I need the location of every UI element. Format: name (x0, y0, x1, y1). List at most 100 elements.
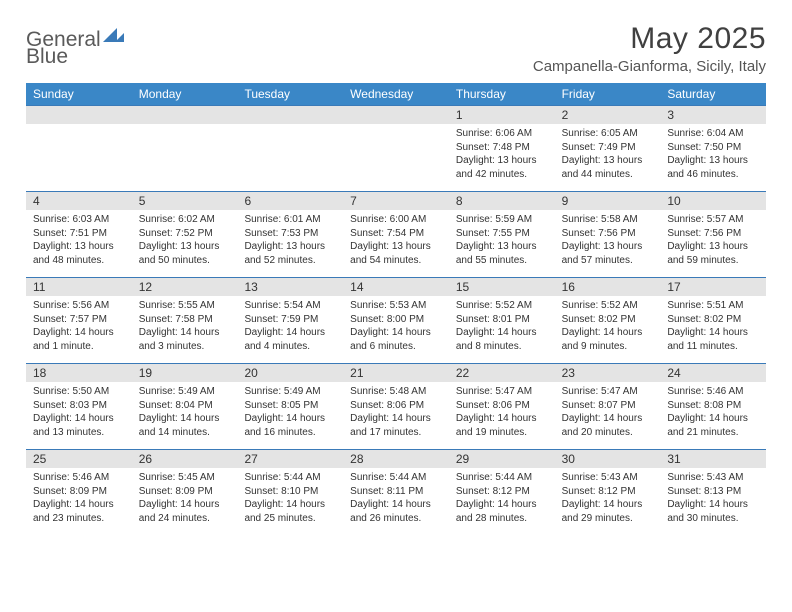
dayhead: Monday (132, 83, 238, 105)
day-number: . (237, 105, 343, 124)
week-row: 25Sunrise: 5:46 AMSunset: 8:09 PMDayligh… (26, 449, 766, 535)
calendar-cell: 17Sunrise: 5:51 AMSunset: 8:02 PMDayligh… (660, 277, 766, 363)
day-number: 28 (343, 449, 449, 468)
day-number: 3 (660, 105, 766, 124)
day-number: 17 (660, 277, 766, 296)
calendar-cell: 12Sunrise: 5:55 AMSunset: 7:58 PMDayligh… (132, 277, 238, 363)
day-details: Sunrise: 5:52 AMSunset: 8:01 PMDaylight:… (449, 296, 555, 359)
day-number: 30 (555, 449, 661, 468)
calendar-cell: 5Sunrise: 6:02 AMSunset: 7:52 PMDaylight… (132, 191, 238, 277)
calendar-cell: 29Sunrise: 5:44 AMSunset: 8:12 PMDayligh… (449, 449, 555, 535)
day-number: 12 (132, 277, 238, 296)
day-number: . (343, 105, 449, 124)
calendar-cell: 22Sunrise: 5:47 AMSunset: 8:06 PMDayligh… (449, 363, 555, 449)
day-number: . (26, 105, 132, 124)
day-details: Sunrise: 5:49 AMSunset: 8:05 PMDaylight:… (237, 382, 343, 445)
day-number: 21 (343, 363, 449, 382)
calendar-cell: 19Sunrise: 5:49 AMSunset: 8:04 PMDayligh… (132, 363, 238, 449)
calendar-cell: . (237, 105, 343, 191)
day-number: 5 (132, 191, 238, 210)
day-details: Sunrise: 5:44 AMSunset: 8:11 PMDaylight:… (343, 468, 449, 531)
day-number: 11 (26, 277, 132, 296)
calendar-cell: 9Sunrise: 5:58 AMSunset: 7:56 PMDaylight… (555, 191, 661, 277)
logo-text: General Blue (26, 28, 124, 67)
day-details: Sunrise: 5:43 AMSunset: 8:12 PMDaylight:… (555, 468, 661, 531)
day-number: 24 (660, 363, 766, 382)
dayhead: Sunday (26, 83, 132, 105)
day-details: Sunrise: 5:55 AMSunset: 7:58 PMDaylight:… (132, 296, 238, 359)
day-details: Sunrise: 5:53 AMSunset: 8:00 PMDaylight:… (343, 296, 449, 359)
calendar-cell: 30Sunrise: 5:43 AMSunset: 8:12 PMDayligh… (555, 449, 661, 535)
day-number: 9 (555, 191, 661, 210)
calendar-cell: . (343, 105, 449, 191)
day-details: Sunrise: 6:05 AMSunset: 7:49 PMDaylight:… (555, 124, 661, 187)
dayhead: Tuesday (237, 83, 343, 105)
day-number: 10 (660, 191, 766, 210)
calendar-cell: 21Sunrise: 5:48 AMSunset: 8:06 PMDayligh… (343, 363, 449, 449)
calendar-cell: 10Sunrise: 5:57 AMSunset: 7:56 PMDayligh… (660, 191, 766, 277)
calendar-cell: 7Sunrise: 6:00 AMSunset: 7:54 PMDaylight… (343, 191, 449, 277)
day-details: Sunrise: 6:04 AMSunset: 7:50 PMDaylight:… (660, 124, 766, 187)
day-details: Sunrise: 5:50 AMSunset: 8:03 PMDaylight:… (26, 382, 132, 445)
day-details: Sunrise: 6:00 AMSunset: 7:54 PMDaylight:… (343, 210, 449, 273)
calendar-cell: 14Sunrise: 5:53 AMSunset: 8:00 PMDayligh… (343, 277, 449, 363)
dayhead: Wednesday (343, 83, 449, 105)
day-details: Sunrise: 5:56 AMSunset: 7:57 PMDaylight:… (26, 296, 132, 359)
day-details: Sunrise: 5:47 AMSunset: 8:06 PMDaylight:… (449, 382, 555, 445)
week-row: ....1Sunrise: 6:06 AMSunset: 7:48 PMDayl… (26, 105, 766, 191)
day-number: 2 (555, 105, 661, 124)
calendar-cell: . (26, 105, 132, 191)
calendar-cell: 24Sunrise: 5:46 AMSunset: 8:08 PMDayligh… (660, 363, 766, 449)
calendar-cell: 20Sunrise: 5:49 AMSunset: 8:05 PMDayligh… (237, 363, 343, 449)
calendar-cell: 16Sunrise: 5:52 AMSunset: 8:02 PMDayligh… (555, 277, 661, 363)
day-number: 1 (449, 105, 555, 124)
day-number: 19 (132, 363, 238, 382)
day-number: 25 (26, 449, 132, 468)
calendar-cell: 31Sunrise: 5:43 AMSunset: 8:13 PMDayligh… (660, 449, 766, 535)
calendar-cell: 23Sunrise: 5:47 AMSunset: 8:07 PMDayligh… (555, 363, 661, 449)
day-details: Sunrise: 5:46 AMSunset: 8:08 PMDaylight:… (660, 382, 766, 445)
day-details: Sunrise: 5:45 AMSunset: 8:09 PMDaylight:… (132, 468, 238, 531)
day-number: 26 (132, 449, 238, 468)
calendar: SundayMondayTuesdayWednesdayThursdayFrid… (26, 83, 766, 535)
day-details: Sunrise: 6:06 AMSunset: 7:48 PMDaylight:… (449, 124, 555, 187)
calendar-cell: 13Sunrise: 5:54 AMSunset: 7:59 PMDayligh… (237, 277, 343, 363)
day-number: 13 (237, 277, 343, 296)
day-number: 16 (555, 277, 661, 296)
day-details: Sunrise: 5:43 AMSunset: 8:13 PMDaylight:… (660, 468, 766, 531)
day-number: 31 (660, 449, 766, 468)
day-number: 6 (237, 191, 343, 210)
dayhead-row: SundayMondayTuesdayWednesdayThursdayFrid… (26, 83, 766, 105)
calendar-cell: 1Sunrise: 6:06 AMSunset: 7:48 PMDaylight… (449, 105, 555, 191)
day-number: 4 (26, 191, 132, 210)
day-details: Sunrise: 5:57 AMSunset: 7:56 PMDaylight:… (660, 210, 766, 273)
day-details: Sunrise: 5:58 AMSunset: 7:56 PMDaylight:… (555, 210, 661, 273)
logo-triangle-icon (115, 33, 124, 42)
day-details: Sunrise: 5:44 AMSunset: 8:10 PMDaylight:… (237, 468, 343, 531)
header: General Blue May 2025 Campanella-Gianfor… (26, 22, 766, 75)
day-details: Sunrise: 6:01 AMSunset: 7:53 PMDaylight:… (237, 210, 343, 273)
day-number: 7 (343, 191, 449, 210)
calendar-cell: 4Sunrise: 6:03 AMSunset: 7:51 PMDaylight… (26, 191, 132, 277)
day-details: Sunrise: 5:52 AMSunset: 8:02 PMDaylight:… (555, 296, 661, 359)
week-row: 4Sunrise: 6:03 AMSunset: 7:51 PMDaylight… (26, 191, 766, 277)
day-number: 14 (343, 277, 449, 296)
day-number: 18 (26, 363, 132, 382)
day-number: 22 (449, 363, 555, 382)
day-number: 23 (555, 363, 661, 382)
day-details: Sunrise: 5:44 AMSunset: 8:12 PMDaylight:… (449, 468, 555, 531)
day-details: Sunrise: 5:48 AMSunset: 8:06 PMDaylight:… (343, 382, 449, 445)
calendar-cell: 18Sunrise: 5:50 AMSunset: 8:03 PMDayligh… (26, 363, 132, 449)
calendar-cell: 6Sunrise: 6:01 AMSunset: 7:53 PMDaylight… (237, 191, 343, 277)
day-number: . (132, 105, 238, 124)
dayhead: Saturday (660, 83, 766, 105)
dayhead: Friday (555, 83, 661, 105)
calendar-cell: 26Sunrise: 5:45 AMSunset: 8:09 PMDayligh… (132, 449, 238, 535)
calendar-cell: 28Sunrise: 5:44 AMSunset: 8:11 PMDayligh… (343, 449, 449, 535)
day-details: Sunrise: 5:59 AMSunset: 7:55 PMDaylight:… (449, 210, 555, 273)
day-details: Sunrise: 6:02 AMSunset: 7:52 PMDaylight:… (132, 210, 238, 273)
day-details: Sunrise: 5:47 AMSunset: 8:07 PMDaylight:… (555, 382, 661, 445)
day-number: 29 (449, 449, 555, 468)
day-details: Sunrise: 5:49 AMSunset: 8:04 PMDaylight:… (132, 382, 238, 445)
day-number: 20 (237, 363, 343, 382)
